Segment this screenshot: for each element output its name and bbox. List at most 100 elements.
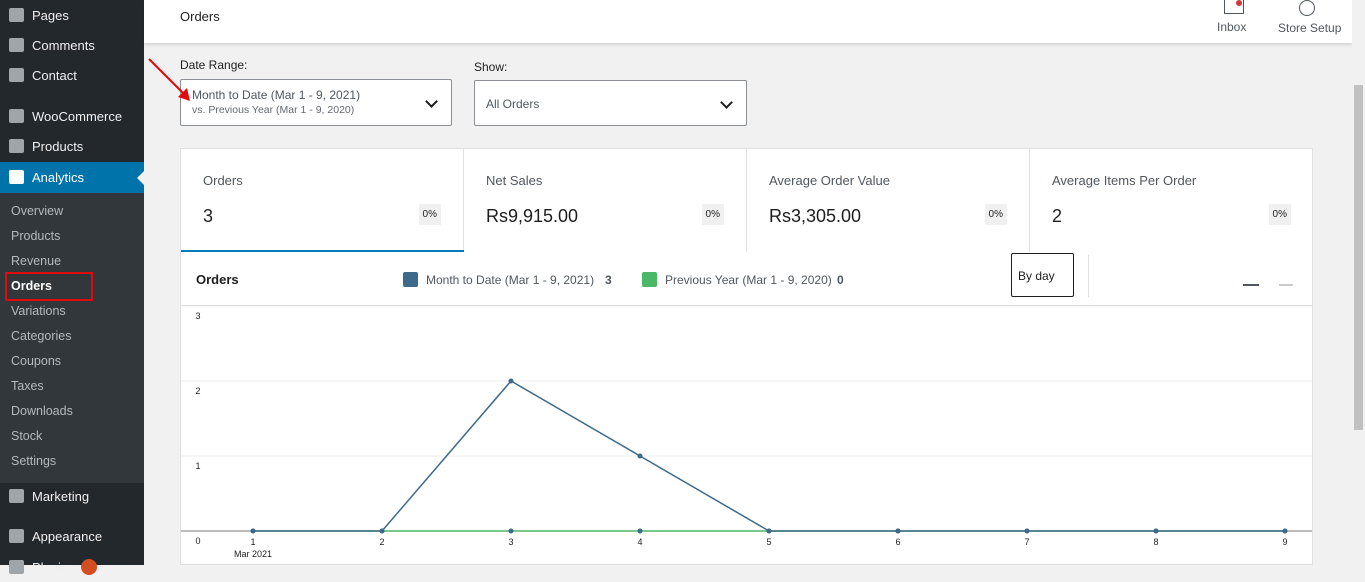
selected-indicator [181, 250, 464, 253]
x-tick-label: 7 [1024, 537, 1029, 547]
submenu-item[interactable]: Products [11, 229, 61, 243]
legend-entry: Month to Date (Mar 1 - 9, 2021) [426, 273, 595, 287]
inbox-label[interactable]: Inbox [1217, 20, 1247, 34]
line-chart-toggle[interactable] [1243, 272, 1259, 286]
date-range-dropdown[interactable]: Month to Date (Mar 1 - 9, 2021) vs. Prev… [180, 79, 452, 126]
x-tick-label: 8 [1153, 537, 1158, 547]
submenu-item[interactable]: Revenue [11, 254, 62, 268]
menu-label: Appearance [32, 528, 103, 544]
setup-label[interactable]: Store Setup [1278, 21, 1342, 35]
card-value: Rs3,305.00 [769, 206, 862, 226]
submenu-item[interactable]: Settings [11, 454, 57, 468]
card-change: 0% [418, 204, 441, 225]
badge [80, 559, 97, 575]
submenu-item[interactable]: Variations [11, 304, 66, 318]
x-sublabel: Mar 2021 [234, 549, 272, 559]
menu-label: WooCommerce [32, 108, 123, 124]
card-label: Average Items Per Order [1052, 173, 1197, 188]
card-value: 2 [1052, 206, 1063, 226]
show-label: Show: [474, 60, 508, 74]
chart: 0 1 2 3 1 2 3 4 5 6 7 8 9 Mar 2021 [181, 306, 1312, 559]
data-point [250, 528, 256, 534]
menu-appearance[interactable]: Appearance [0, 521, 144, 551]
card-label: Net Sales [486, 173, 543, 188]
data-point [508, 378, 514, 384]
menu-pages[interactable]: Pages [0, 0, 144, 30]
scrollbar-thumb[interactable] [1354, 85, 1363, 430]
summary-card[interactable]: Orders 3 0% [181, 149, 464, 253]
date-range-label: Date Range: [180, 58, 248, 72]
icon [9, 489, 24, 503]
x-tick-label: 9 [1282, 537, 1287, 547]
y-tick-label: 3 [195, 311, 200, 321]
show-value: All Orders [486, 97, 540, 111]
card-change: 0% [1268, 204, 1291, 225]
icon [9, 8, 24, 22]
data-point [637, 528, 643, 534]
bar-chart-toggle[interactable] [1279, 272, 1293, 286]
menu-label: Comments [32, 37, 95, 53]
card-change: 0% [984, 204, 1007, 225]
setup-icon [1299, 0, 1315, 16]
summary-card[interactable]: Average Items Per Order 2 0% [1030, 149, 1313, 252]
x-tick-label: 5 [766, 537, 771, 547]
x-tick-label: 3 [508, 537, 513, 547]
card-change: 0% [701, 204, 724, 225]
menu-label: Plugins [32, 559, 75, 575]
chevron [425, 95, 438, 108]
x-tick-label: 4 [637, 537, 642, 547]
card-label: Average Order Value [769, 173, 890, 188]
data-point [379, 528, 385, 534]
submenu-item[interactable]: Orders [11, 279, 52, 293]
data-point [637, 453, 643, 459]
inbox-dot [1236, 0, 1242, 6]
show-dropdown[interactable]: All Orders [474, 80, 747, 126]
summary-cards: Orders 3 0% Net Sales Rs9,915.00 0% Average Or… [180, 148, 1313, 253]
legend-checkbox[interactable] [403, 272, 418, 287]
data-point [895, 528, 901, 534]
inbox-icon [1224, 0, 1244, 14]
menu-comments[interactable]: Comments [0, 30, 144, 60]
menu-products[interactable]: Products [0, 131, 144, 161]
menu-contact[interactable]: Contact [0, 60, 144, 90]
menu-woocommerce[interactable]: WooCommerce [0, 101, 144, 131]
menu-label: Marketing [32, 488, 90, 504]
submenu-item[interactable]: Overview [11, 204, 64, 218]
data-point [508, 528, 514, 534]
submenu-item[interactable]: Categories [11, 329, 72, 343]
highlight-box [5, 272, 93, 301]
icon [9, 109, 24, 123]
interval-select[interactable]: By day [1011, 253, 1074, 297]
submenu-item[interactable]: Downloads [11, 404, 73, 418]
x-tick-label: 6 [895, 537, 900, 547]
header: Orders Inbox Store Setup [144, 0, 1352, 43]
data-point [1153, 528, 1159, 534]
summary-card[interactable]: Average Order Value Rs3,305.00 0% [747, 149, 1030, 252]
page-title: Orders [180, 9, 220, 24]
summary-card[interactable]: Net Sales Rs9,915.00 0% [464, 149, 747, 252]
arrow-line [148, 58, 186, 96]
icon [9, 68, 24, 82]
submenu-item[interactable]: Stock [11, 429, 43, 443]
interval-value: By day [1018, 269, 1055, 283]
scrollbar [1352, 0, 1365, 565]
chart-panel: Orders Month to Date (Mar 1 - 9, 2021) 3… [180, 252, 1313, 565]
submenu-item[interactable]: Coupons [11, 354, 62, 368]
submenu-item[interactable]: Taxes [11, 379, 44, 393]
legend-checkbox[interactable] [642, 272, 657, 287]
menu-label: Analytics [32, 170, 85, 185]
data-point [1024, 528, 1030, 534]
menu-plugins[interactable]: Plugins [0, 552, 144, 582]
menu-marketing[interactable]: Marketing [0, 481, 144, 511]
icon [9, 170, 24, 184]
card-value: Rs9,915.00 [486, 206, 579, 226]
icon [9, 38, 24, 52]
card-label: Orders [203, 173, 243, 188]
y-tick-label: 2 [195, 386, 200, 396]
active-pointer [137, 171, 144, 185]
data-point [766, 528, 772, 534]
card-value: 3 [203, 206, 214, 226]
menu-analytics[interactable]: Analytics [0, 162, 144, 193]
chevron [720, 96, 733, 109]
